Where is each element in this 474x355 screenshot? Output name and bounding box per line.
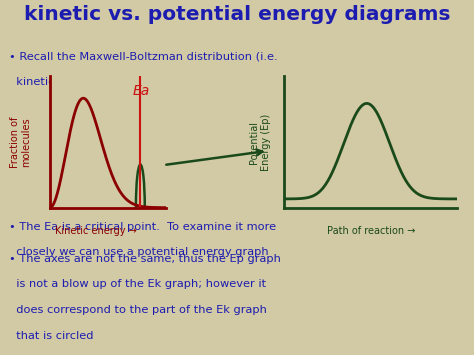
Text: kinetic vs. potential energy diagrams: kinetic vs. potential energy diagrams: [24, 5, 450, 24]
Text: is not a blow up of the Ek graph; however it: is not a blow up of the Ek graph; howeve…: [9, 279, 266, 289]
Text: • Recall the Maxwell-Boltzman distribution (i.e.: • Recall the Maxwell-Boltzman distributi…: [9, 51, 278, 61]
Text: Fraction of
molecules: Fraction of molecules: [10, 116, 32, 168]
Text: • The Ea is a critical point.  To examine it more: • The Ea is a critical point. To examine…: [9, 222, 277, 232]
Text: kinetic energy diagram): kinetic energy diagram): [9, 77, 154, 87]
Text: does correspond to the part of the Ek graph: does correspond to the part of the Ek gr…: [9, 305, 267, 315]
Text: that is circled: that is circled: [9, 331, 94, 340]
Text: • The axes are not the same, thus the Ep graph: • The axes are not the same, thus the Ep…: [9, 254, 282, 264]
Text: Potential
Energy (Ep): Potential Energy (Ep): [249, 113, 271, 171]
Text: Ea: Ea: [133, 84, 150, 98]
Text: Kinetic energy →: Kinetic energy →: [55, 226, 137, 236]
Text: Path of reaction →: Path of reaction →: [327, 226, 415, 236]
Text: closely we can use a potential energy graph: closely we can use a potential energy gr…: [9, 247, 269, 257]
